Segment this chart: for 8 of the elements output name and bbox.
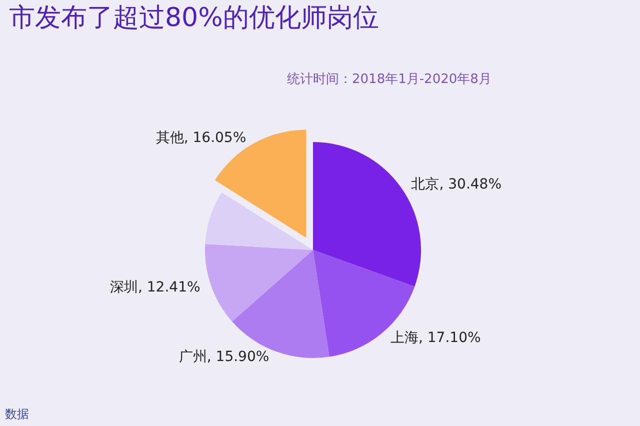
slice-label: 深圳, 12.41% <box>110 279 200 296</box>
slice-label: 广州, 15.90% <box>178 349 270 366</box>
chart-subtitle: 统计时间：2018年1月-2020年8月 <box>287 72 492 87</box>
slice-label: 北京, 30.48% <box>411 176 502 192</box>
slice-label: 其他, 16.05% <box>156 130 246 146</box>
slice-label: 上海, 17.10% <box>390 330 481 346</box>
chart-title: 市发布了超过80%的优化师岗位 <box>9 3 379 33</box>
text: 数据 <box>5 407 29 421</box>
